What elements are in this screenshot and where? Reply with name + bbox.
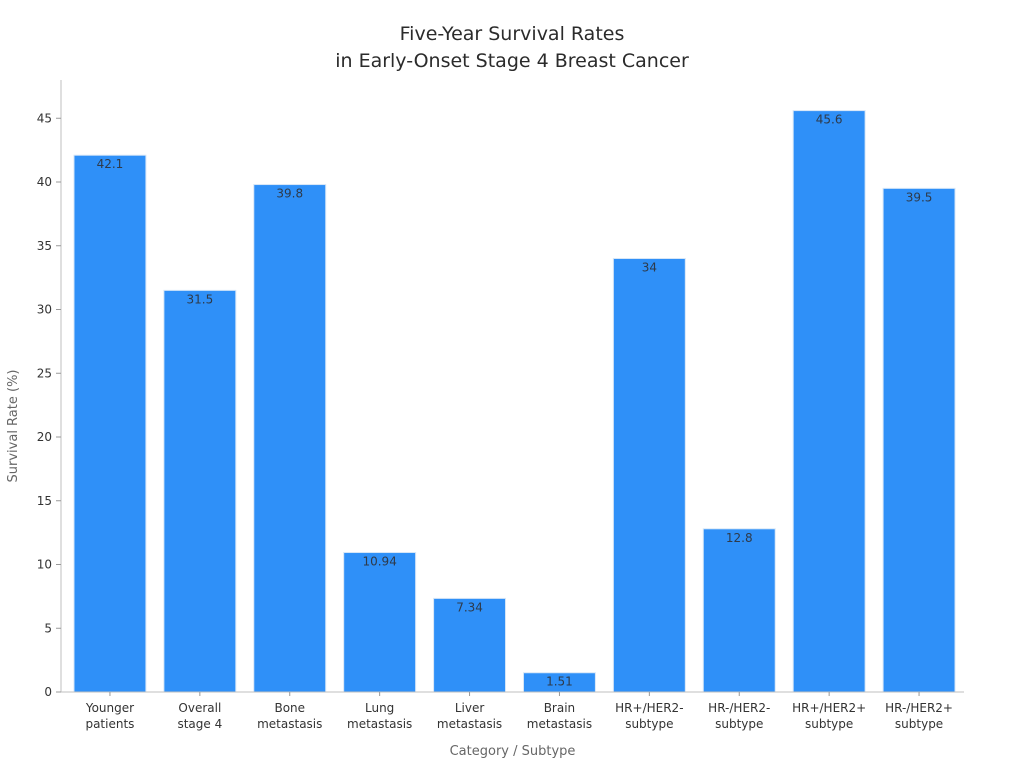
y-tick-label: 30 [37,303,52,317]
x-tick-label: Brain [544,701,575,715]
bar [343,552,417,693]
y-ticks-layer: 0 5 10 15 20 25 30 35 40 45 [37,111,61,699]
bar [73,154,147,693]
bar-value-label: 34 [642,261,657,275]
value-labels-layer: 42.1 31.5 39.8 10.94 7.34 1.51 34 12.8 45.6 39.5 [97,113,933,689]
chart-title-line-2: in Early-Onset Stage 4 Breast Cancer [335,50,689,72]
y-tick-label: 35 [37,239,52,253]
bar [792,110,866,693]
x-tick-label: HR-/HER2- [708,701,770,715]
bar [433,597,507,693]
y-tick-label: 0 [44,685,52,699]
bar [882,187,956,693]
bar-value-label: 39.8 [276,187,303,201]
y-tick-label: 5 [44,621,52,635]
x-tick-label: Overall [178,701,221,715]
y-tick-label: 25 [37,366,52,380]
x-ticks-layer: Younger patients Overall stage 4 Bone metasta… [85,692,953,731]
x-tick-label: patients [85,717,134,731]
y-tick-label: 10 [37,558,52,572]
bar-value-label: 45.6 [816,113,843,127]
chart-title: Five-Year Survival Rates in Early-Onset … [0,21,1024,75]
x-tick-label: subtype [715,717,763,731]
bars-layer [73,110,956,693]
x-tick-label: HR+/HER2- [615,701,683,715]
x-tick-label: metastasis [437,717,502,731]
x-tick-label: stage 4 [177,717,222,731]
x-tick-label: Lung [365,701,394,715]
bar-value-label: 31.5 [186,292,213,306]
y-tick-label: 45 [37,111,52,125]
y-tick-label: 15 [37,494,52,508]
x-tick-label: subtype [805,717,853,731]
x-tick-label: metastasis [527,717,592,731]
x-tick-label: Younger [85,701,134,715]
x-tick-label: subtype [895,717,943,731]
x-tick-label: HR-/HER2+ [885,701,953,715]
bar-value-label: 42.1 [97,157,124,171]
y-tick-label: 40 [37,175,52,189]
bar-value-label: 1.51 [546,675,573,689]
bar-value-label: 39.5 [906,190,933,204]
bar-value-label: 10.94 [362,555,396,569]
bar-value-label: 7.34 [456,600,483,614]
x-tick-label: metastasis [347,717,412,731]
bar [702,528,776,693]
y-axis-label: Survival Rate (%) [6,370,21,483]
bar [253,184,327,693]
chart-title-line-1: Five-Year Survival Rates [399,23,625,45]
x-tick-label: HR+/HER2+ [792,701,866,715]
bar-value-label: 12.8 [726,531,753,545]
x-tick-label: metastasis [257,717,322,731]
x-axis-label: Category / Subtype [450,744,576,759]
bar [612,258,686,693]
x-tick-label: Liver [455,701,485,715]
x-tick-label: subtype [625,717,673,731]
x-tick-label: Bone [274,701,305,715]
y-tick-label: 20 [37,430,52,444]
bar [163,289,237,693]
